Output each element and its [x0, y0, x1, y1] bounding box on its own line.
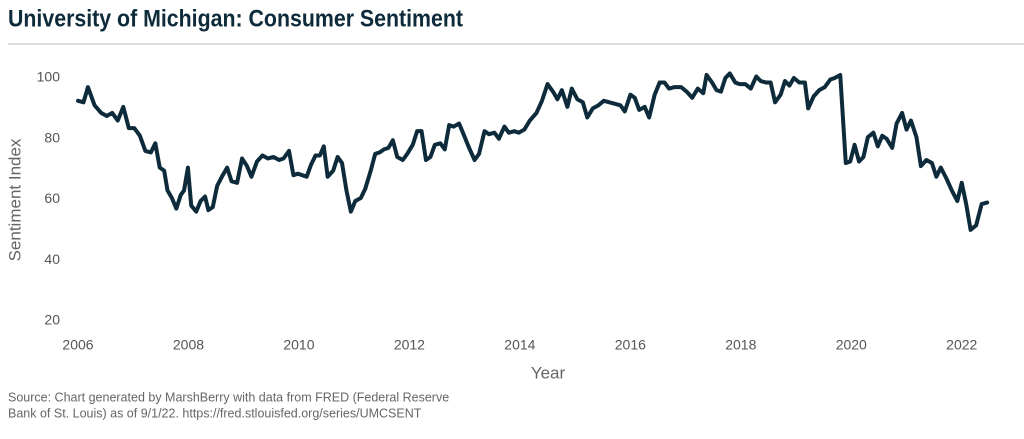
series-line — [76, 71, 990, 232]
chart-title: University of Michigan: Consumer Sentime… — [8, 5, 463, 32]
x-tick-label: 2018 — [725, 337, 756, 353]
x-tick-label: 2010 — [283, 337, 314, 353]
y-tick-label: 20 — [44, 312, 60, 328]
y-axis-title: Sentiment Index — [5, 138, 24, 261]
x-tick-label: 2020 — [836, 337, 867, 353]
x-tick-label: 2012 — [394, 337, 425, 353]
x-tick-label: 2022 — [946, 337, 977, 353]
y-tick-label: 100 — [37, 69, 61, 85]
y-tick-label: 40 — [44, 251, 60, 267]
x-tick-label: 2008 — [173, 337, 204, 353]
x-axis-title: Year — [531, 363, 566, 382]
source-line: Bank of St. Louis) as of 9/1/22. https:/… — [8, 406, 422, 420]
y-tick-label: 80 — [44, 129, 60, 145]
x-tick-label: 2014 — [504, 337, 535, 353]
x-tick-label: 2016 — [615, 337, 646, 353]
source-line: Source: Chart generated by MarshBerry wi… — [8, 390, 449, 404]
x-tick-label: 2006 — [62, 337, 93, 353]
y-tick-label: 60 — [44, 190, 60, 206]
